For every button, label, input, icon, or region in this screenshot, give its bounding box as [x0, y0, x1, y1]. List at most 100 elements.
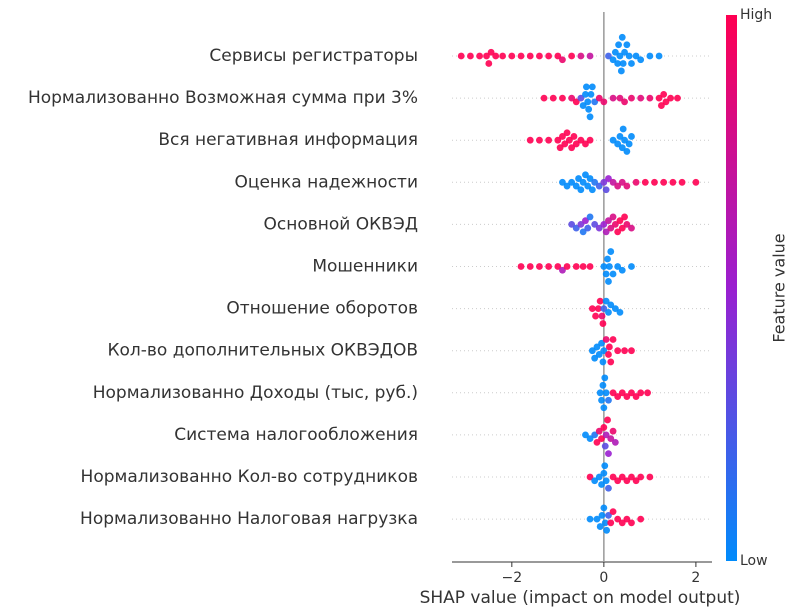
shap-dot: [662, 98, 670, 106]
shap-dot: [605, 343, 613, 351]
shap-dot: [607, 301, 615, 309]
shap-dot: [614, 60, 622, 67]
shap-dot: [605, 484, 612, 492]
shap-dot: [621, 48, 628, 56]
shap-dot: [591, 431, 599, 439]
shap-dot: [598, 339, 605, 347]
shap-dot: [559, 133, 566, 140]
feature-label: Нормализованно Возможная сумма при 3%: [28, 88, 418, 108]
shap-dot: [588, 83, 596, 91]
shap-dot: [601, 442, 609, 450]
feature-label: Нормализованно Кол-во сотрудников: [81, 467, 418, 487]
shap-dot: [623, 148, 631, 155]
shap-dot: [559, 56, 566, 64]
shap-dot: [607, 358, 615, 366]
shap-dot: [621, 98, 628, 106]
shap-dot: [607, 519, 615, 527]
colorbar-high: High: [740, 7, 772, 23]
colorbar: [726, 15, 737, 561]
shap-dot: [586, 175, 594, 182]
shap-dot: [632, 477, 640, 485]
shap-dot: [605, 175, 612, 182]
shap-dot: [628, 519, 635, 527]
colorbar-low: Low: [740, 553, 768, 569]
shap-dot: [628, 224, 635, 232]
shap-dot: [618, 473, 626, 481]
shap-dot: [667, 94, 674, 102]
shap-dot: [596, 297, 604, 305]
feature-label: Мошенники: [312, 257, 418, 277]
shap-dot: [644, 389, 651, 397]
shap-dot: [605, 396, 612, 404]
shap-dot: [601, 462, 609, 470]
shap-dot: [609, 336, 617, 343]
shap-dot: [577, 94, 585, 102]
shap-dot: [598, 511, 606, 519]
shap-dot: [614, 140, 622, 148]
shap-dot: [614, 228, 622, 236]
shap-dot: [602, 477, 610, 485]
shap-dot: [540, 94, 548, 102]
shap-dot: [618, 33, 626, 41]
shap-dot: [618, 389, 626, 397]
shap-dot: [616, 133, 624, 140]
shap-dot: [615, 41, 622, 49]
shap-dot: [602, 336, 610, 343]
shap-dot: [628, 389, 635, 397]
shap-dot: [591, 98, 599, 106]
shap-dot: [568, 144, 576, 152]
shap-dot: [575, 175, 582, 182]
shap-dot: [596, 389, 604, 397]
shap-dot: [614, 393, 622, 400]
shap-dot: [628, 263, 635, 270]
shap-dot: [674, 94, 681, 102]
shap-dot: [637, 56, 645, 64]
shap-dot: [655, 94, 663, 102]
shap-dot: [621, 347, 628, 355]
shap-dot: [617, 67, 625, 75]
shap-dot: [605, 308, 612, 316]
shap-dot: [637, 473, 645, 481]
shap-dot: [572, 224, 580, 232]
shap-dot: [637, 389, 645, 397]
shap-dot: [632, 178, 640, 186]
shap-dot: [599, 381, 607, 389]
shap-dot: [572, 182, 580, 190]
shap-dot: [628, 94, 635, 102]
shap-dot: [601, 374, 609, 382]
shap-dot: [602, 270, 610, 278]
shap-dot: [611, 305, 619, 312]
shap-dot: [476, 52, 484, 60]
shap-dot: [563, 182, 571, 190]
shap-dot: [605, 52, 612, 60]
shap-dot: [637, 515, 645, 523]
feature-label: Основной ОКВЭД: [264, 214, 419, 234]
shap-dot: [598, 396, 605, 404]
shap-dot: [605, 217, 612, 225]
shap-dot: [526, 263, 534, 270]
shap-dot: [618, 144, 626, 152]
shap-dot: [609, 94, 617, 102]
shap-dot: [545, 136, 553, 144]
shap-dot: [586, 136, 594, 144]
shap-dot: [545, 52, 553, 60]
shap-dot: [483, 52, 490, 60]
shap-dot: [554, 263, 562, 270]
shap-dot: [605, 450, 612, 457]
shap-dot: [611, 221, 619, 228]
shap-dot: [646, 94, 654, 102]
shap-dot: [609, 473, 617, 481]
shap-dot: [572, 98, 580, 106]
shap-dot: [499, 52, 507, 60]
shap-dot: [623, 515, 631, 523]
shap-dot: [526, 52, 534, 60]
shap-dot: [609, 213, 617, 221]
shap-dot: [607, 224, 615, 232]
shap-dot: [591, 354, 599, 362]
shap-dot: [609, 178, 617, 186]
shap-dot: [632, 52, 640, 60]
shap-dot: [582, 431, 589, 439]
shap-dot: [618, 178, 626, 186]
shap-dot: [625, 140, 633, 148]
shap-dot: [607, 435, 615, 443]
